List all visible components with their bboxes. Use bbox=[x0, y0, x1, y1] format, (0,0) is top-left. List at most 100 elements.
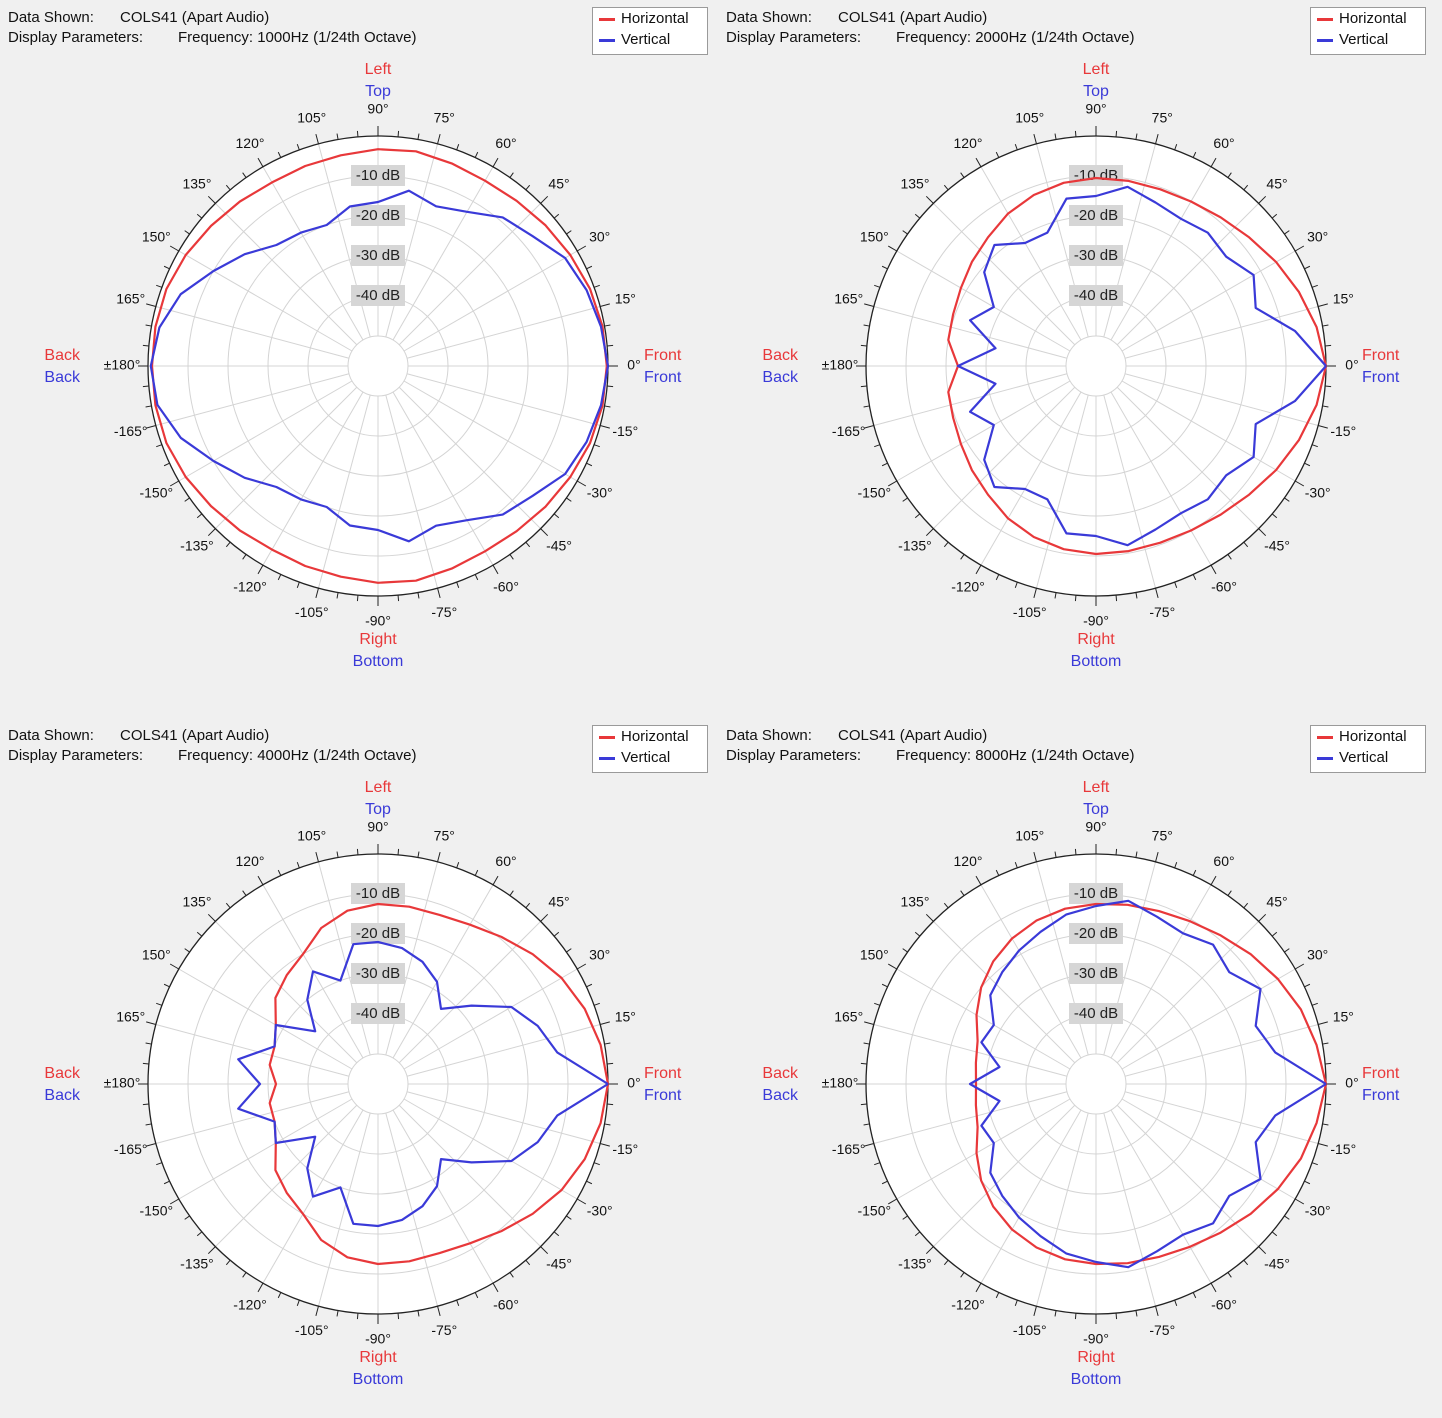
angle-tick-label: -120° bbox=[233, 578, 267, 594]
angle-tick-label: 165° bbox=[834, 290, 863, 306]
major-tick bbox=[1294, 480, 1305, 487]
major-tick bbox=[1318, 303, 1328, 307]
display-params-value: Frequency: 2000Hz (1/24th Octave) bbox=[896, 29, 1135, 46]
major-tick bbox=[169, 245, 180, 252]
angle-tick-label: -45° bbox=[546, 538, 572, 554]
grid-spoke bbox=[896, 250, 1071, 352]
major-tick bbox=[600, 425, 610, 429]
major-tick bbox=[576, 480, 587, 487]
minor-tick bbox=[156, 284, 163, 288]
radial-tick-label: -10 dB bbox=[356, 885, 400, 902]
angle-tick-label: ±180° bbox=[822, 1075, 859, 1091]
minor-tick bbox=[881, 1180, 888, 1185]
major-tick bbox=[146, 303, 156, 307]
series-vertical-line bbox=[956, 185, 1327, 547]
minor-tick bbox=[586, 462, 593, 467]
legend-item-vertical: Vertical bbox=[593, 747, 707, 768]
legend-item-horizontal: Horizontal bbox=[593, 726, 707, 747]
legend: Horizontal Vertical bbox=[1310, 725, 1426, 773]
grid-spoke bbox=[155, 373, 350, 427]
legend-item-horizontal: Horizontal bbox=[593, 8, 707, 29]
grid-spoke bbox=[385, 1112, 439, 1307]
minor-tick bbox=[1135, 851, 1138, 858]
minor-tick bbox=[593, 444, 600, 448]
minor-tick bbox=[1014, 862, 1018, 869]
minor-tick bbox=[525, 902, 531, 909]
radial-tick-label: -10 dB bbox=[1074, 885, 1118, 902]
minor-tick bbox=[1304, 462, 1311, 467]
minor-tick bbox=[474, 574, 479, 581]
minor-tick bbox=[874, 444, 881, 448]
major-tick bbox=[925, 195, 934, 204]
grid-spoke bbox=[1124, 305, 1319, 359]
legend-label: Vertical bbox=[621, 749, 671, 766]
angle-tick-label: -135° bbox=[898, 1256, 932, 1272]
minor-tick bbox=[1311, 444, 1318, 448]
angle-tick-label: -30° bbox=[587, 1203, 613, 1219]
minor-tick bbox=[397, 130, 400, 137]
grid-spoke bbox=[215, 1104, 358, 1247]
grid-spoke bbox=[1110, 884, 1212, 1059]
grid-spoke bbox=[406, 1023, 601, 1077]
minor-tick bbox=[509, 554, 514, 560]
angle-tick-label: -150° bbox=[857, 1203, 891, 1219]
minor-tick bbox=[296, 862, 300, 869]
data-shown-value: COLS41 (Apart Audio) bbox=[120, 727, 270, 744]
minor-tick bbox=[960, 890, 965, 896]
major-tick bbox=[437, 134, 441, 144]
series-vertical-line bbox=[237, 940, 609, 1228]
angle-tick-label: 45° bbox=[1266, 894, 1287, 910]
side-label-bottom: Bottom bbox=[1071, 653, 1122, 670]
angle-tick-label: 135° bbox=[900, 176, 929, 192]
major-tick bbox=[315, 588, 319, 598]
angle-tick-label: 45° bbox=[548, 894, 569, 910]
side-label-front-v: Front bbox=[1362, 369, 1400, 386]
radial-tick-label: -20 dB bbox=[356, 925, 400, 942]
major-tick bbox=[1033, 1306, 1037, 1316]
angle-tick-label: -15° bbox=[612, 1141, 638, 1157]
grid-spoke bbox=[262, 166, 364, 341]
angle-tick-label: -165° bbox=[832, 423, 866, 439]
angle-tick-label: 105° bbox=[297, 109, 326, 125]
angle-tick-label: 105° bbox=[1015, 827, 1044, 843]
major-tick bbox=[1033, 852, 1037, 862]
minor-tick bbox=[902, 1215, 908, 1220]
grid-spoke bbox=[873, 1091, 1068, 1145]
angle-tick-label: 60° bbox=[495, 135, 516, 151]
major-tick bbox=[925, 528, 934, 537]
angle-tick-label: 120° bbox=[236, 853, 265, 869]
minor-tick bbox=[156, 444, 163, 448]
polar-plot: 90° 75° 60° 45° 30° 15° 0° -15° -30° -45° -60° -75°… bbox=[44, 779, 681, 1388]
minor-tick bbox=[1227, 172, 1232, 178]
major-tick bbox=[207, 195, 216, 204]
minor-tick bbox=[196, 1231, 203, 1237]
minor-tick bbox=[1014, 581, 1018, 588]
side-label-left: Left bbox=[1083, 779, 1110, 796]
minor-tick bbox=[943, 184, 949, 191]
minor-tick bbox=[553, 1231, 560, 1237]
minor-tick bbox=[242, 554, 247, 560]
angle-tick-label: 0° bbox=[627, 1075, 640, 1091]
grid-spoke bbox=[873, 373, 1068, 427]
grid-spoke bbox=[215, 386, 358, 529]
angle-tick-label: -120° bbox=[951, 578, 985, 594]
angle-tick-label: -165° bbox=[114, 423, 148, 439]
angle-tick-label: 150° bbox=[860, 229, 889, 245]
grid-spoke bbox=[155, 1091, 350, 1145]
legend-item-horizontal: Horizontal bbox=[1311, 8, 1425, 29]
legend-swatch bbox=[1317, 757, 1333, 760]
radial-label-bg bbox=[1069, 285, 1123, 306]
minor-tick bbox=[474, 869, 479, 876]
grid-spoke bbox=[178, 968, 353, 1070]
minor-tick bbox=[277, 1292, 282, 1299]
minor-tick bbox=[184, 948, 190, 953]
minor-tick bbox=[156, 1002, 163, 1006]
grid-spoke bbox=[1124, 373, 1319, 427]
legend-label: Vertical bbox=[621, 31, 671, 48]
minor-tick bbox=[225, 184, 231, 191]
minor-tick bbox=[397, 1313, 400, 1320]
major-tick bbox=[1318, 425, 1328, 429]
minor-tick bbox=[296, 581, 300, 588]
minor-tick bbox=[145, 1042, 152, 1045]
angle-tick-label: -150° bbox=[139, 485, 173, 501]
